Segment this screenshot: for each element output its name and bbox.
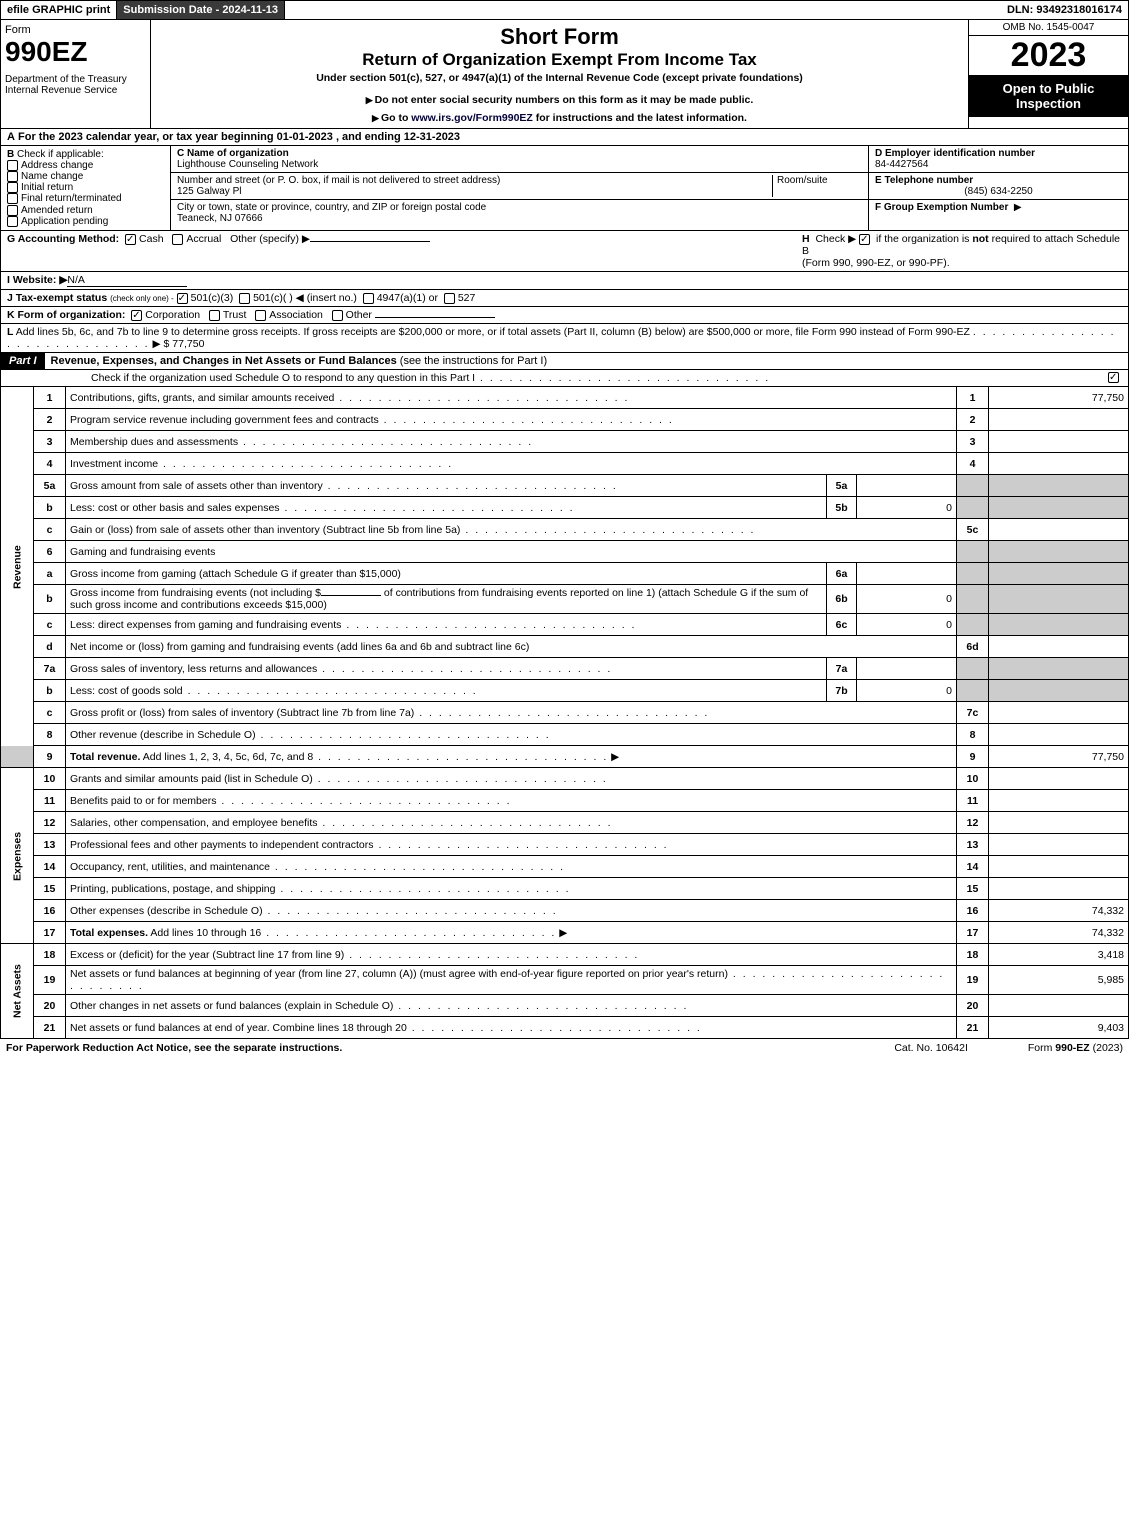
row-k: K Form of organization: Corporation Trus…	[0, 307, 1129, 324]
checkbox-other-org[interactable]	[332, 310, 343, 321]
checkbox-final-return[interactable]	[7, 193, 18, 204]
checkbox-amended[interactable]	[7, 205, 18, 216]
row-a: A For the 2023 calendar year, or tax yea…	[0, 129, 1129, 146]
part1-header: Part I Revenue, Expenses, and Changes in…	[0, 353, 1129, 370]
dept-treasury: Department of the Treasury	[5, 74, 146, 85]
dln: DLN: 93492318016174	[1001, 1, 1128, 19]
header-right: OMB No. 1545-0047 2023 Open to Public In…	[968, 20, 1128, 128]
row-i: I Website: ▶N/A	[0, 272, 1129, 290]
under-section: Under section 501(c), 527, or 4947(a)(1)…	[155, 72, 964, 84]
header-mid: Short Form Return of Organization Exempt…	[151, 20, 968, 128]
col-b: B Check if applicable: Address change Na…	[1, 146, 171, 230]
checkbox-501c3[interactable]	[177, 293, 188, 304]
phone: (845) 634-2250	[875, 186, 1122, 197]
efile-label: efile GRAPHIC print	[1, 1, 117, 19]
checkbox-initial-return[interactable]	[7, 182, 18, 193]
form-header: Form 990EZ Department of the Treasury In…	[0, 20, 1129, 129]
row-j: J Tax-exempt status (check only one) - 5…	[0, 290, 1129, 307]
side-revenue: Revenue	[1, 387, 34, 746]
ein: 84-4427564	[875, 159, 928, 170]
ein-block: D Employer identification number 84-4427…	[869, 146, 1128, 173]
room-suite: Room/suite	[772, 175, 862, 197]
paperwork-notice: For Paperwork Reduction Act Notice, see …	[6, 1042, 342, 1054]
checkbox-assoc[interactable]	[255, 310, 266, 321]
cat-no: Cat. No. 10642I	[894, 1042, 968, 1054]
street: 125 Galway Pl	[177, 186, 241, 197]
tax-year: 2023	[969, 36, 1128, 75]
col-def: D Employer identification number 84-4427…	[868, 146, 1128, 230]
col-c: C Name of organization Lighthouse Counse…	[171, 146, 868, 230]
org-name: Lighthouse Counseling Network	[177, 159, 318, 170]
checkbox-address-change[interactable]	[7, 160, 18, 171]
irs-label: Internal Revenue Service	[5, 85, 146, 96]
checkbox-trust[interactable]	[209, 310, 220, 321]
city-block: City or town, state or province, country…	[171, 200, 868, 226]
top-bar: efile GRAPHIC print Submission Date - 20…	[0, 0, 1129, 20]
header-left: Form 990EZ Department of the Treasury In…	[1, 20, 151, 128]
submission-date: Submission Date - 2024-11-13	[117, 1, 285, 19]
section-h: H Check ▶ if the organization is not req…	[802, 233, 1122, 269]
checkbox-sched-b[interactable]	[859, 234, 870, 245]
street-block: Number and street (or P. O. box, if mail…	[171, 173, 868, 200]
row-gh: G Accounting Method: Cash Accrual Other …	[0, 231, 1129, 272]
side-expenses: Expenses	[1, 768, 34, 944]
part1-title: Revenue, Expenses, and Changes in Net As…	[45, 353, 554, 369]
checkbox-cash[interactable]	[125, 234, 136, 245]
open-public: Open to Public Inspection	[969, 75, 1128, 117]
side-netassets: Net Assets	[1, 944, 34, 1039]
phone-block: E Telephone number (845) 634-2250	[869, 173, 1128, 200]
website: N/A	[67, 274, 187, 287]
footer: For Paperwork Reduction Act Notice, see …	[0, 1039, 1129, 1057]
val-21: 9,403	[989, 1017, 1129, 1039]
accounting-method: G Accounting Method: Cash Accrual Other …	[7, 233, 802, 269]
org-name-block: C Name of organization Lighthouse Counse…	[171, 146, 868, 173]
tax-year-range: For the 2023 calendar year, or tax year …	[18, 131, 460, 143]
irs-link[interactable]: www.irs.gov/Form990EZ	[411, 112, 533, 124]
checkbox-527[interactable]	[444, 293, 455, 304]
ssn-warning: Do not enter social security numbers on …	[155, 94, 964, 106]
goto-line: Go to www.irs.gov/Form990EZ for instruct…	[155, 112, 964, 124]
checkbox-name-change[interactable]	[7, 171, 18, 182]
part1-table: Revenue 1Contributions, gifts, grants, a…	[0, 387, 1129, 1040]
omb-number: OMB No. 1545-0047	[969, 20, 1128, 36]
part1-check: Check if the organization used Schedule …	[0, 370, 1129, 387]
form-word: Form	[5, 24, 146, 36]
val-19: 5,985	[989, 966, 1129, 995]
group-exemption: F Group Exemption Number ▶	[869, 200, 1128, 215]
checkbox-4947[interactable]	[363, 293, 374, 304]
val-17: 74,332	[989, 922, 1129, 944]
checkbox-app-pending[interactable]	[7, 216, 18, 227]
val-18: 3,418	[989, 944, 1129, 966]
val-16: 74,332	[989, 900, 1129, 922]
title-short-form: Short Form	[155, 24, 964, 50]
checkbox-sched-o[interactable]	[1108, 372, 1119, 383]
gross-receipts: $ 77,750	[164, 338, 205, 350]
title-return: Return of Organization Exempt From Incom…	[155, 50, 964, 70]
val-9: 77,750	[989, 746, 1129, 768]
city: Teaneck, NJ 07666	[177, 213, 263, 224]
form-number: 990EZ	[5, 36, 146, 68]
checkbox-accrual[interactable]	[172, 234, 183, 245]
section-bcdef: B Check if applicable: Address change Na…	[0, 146, 1129, 231]
row-l: L Add lines 5b, 6c, and 7b to line 9 to …	[0, 324, 1129, 353]
val-1: 77,750	[989, 387, 1129, 409]
form-ref: Form 990-EZ (2023)	[1028, 1042, 1123, 1054]
part1-label: Part I	[1, 353, 45, 369]
checkbox-corp[interactable]	[131, 310, 142, 321]
checkbox-501c[interactable]	[239, 293, 250, 304]
